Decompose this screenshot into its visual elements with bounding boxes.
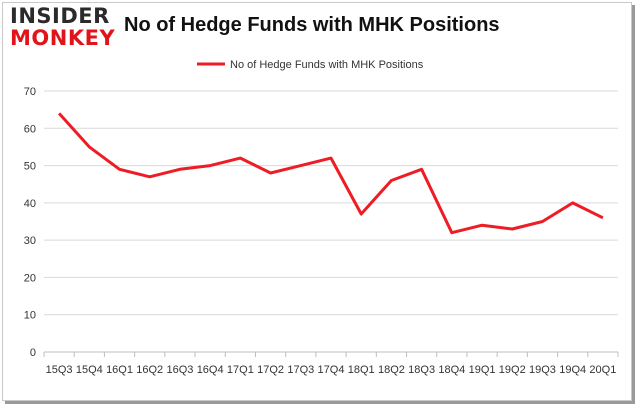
- logo-line-2: MONKEY: [10, 26, 116, 50]
- x-tick-label: 15Q4: [76, 364, 103, 376]
- chart-frame: [2, 2, 632, 401]
- x-tick-label: 18Q2: [378, 364, 405, 376]
- x-tick-label: 19Q4: [559, 364, 586, 376]
- legend-label: No of Hedge Funds with MHK Positions: [230, 59, 424, 71]
- x-tick-label: 19Q2: [499, 364, 526, 376]
- x-tick-label: 17Q4: [318, 364, 345, 376]
- insider-monkey-logo: INSIDER MONKEY: [10, 6, 118, 49]
- x-tick-label: 17Q1: [227, 364, 254, 376]
- x-tick-label: 20Q1: [589, 364, 616, 376]
- y-tick-label: 30: [24, 235, 36, 247]
- x-tick-label: 19Q1: [469, 364, 496, 376]
- y-tick-label: 0: [30, 347, 36, 359]
- x-tick-label: 16Q2: [136, 364, 163, 376]
- y-tick-label: 10: [24, 310, 36, 322]
- x-tick-label: 17Q2: [257, 364, 284, 376]
- y-tick-label: 60: [24, 123, 36, 135]
- x-tick-label: 15Q3: [46, 364, 73, 376]
- x-tick-label: 19Q3: [529, 364, 556, 376]
- y-axis-ticks: 0 10 20 30 40 50 60 70: [24, 86, 36, 359]
- y-tick-label: 40: [24, 198, 36, 210]
- gridlines: [44, 90, 618, 316]
- series-line: [57, 112, 604, 235]
- x-tick-label: 18Q4: [438, 364, 465, 376]
- x-tick-label: 16Q4: [197, 364, 224, 376]
- x-tick-label: 16Q3: [166, 364, 193, 376]
- x-tick-label: 17Q3: [287, 364, 314, 376]
- y-tick-label: 70: [24, 86, 36, 98]
- chart-title: No of Hedge Funds with MHK Positions: [124, 14, 500, 36]
- y-tick-label: 20: [24, 272, 36, 284]
- legend: No of Hedge Funds with MHK Positions: [197, 59, 424, 71]
- logo-line-1: INSIDER: [10, 4, 110, 28]
- x-tick-label: 18Q1: [348, 364, 375, 376]
- x-tick-label: 18Q3: [408, 364, 435, 376]
- x-axis-ticks: 15Q3 15Q4 16Q1 16Q2 16Q3 16Q4 17Q1 17Q2 17Q3 17Q4…: [43, 352, 619, 376]
- x-tick-label: 16Q1: [106, 364, 133, 376]
- y-tick-label: 50: [24, 161, 36, 173]
